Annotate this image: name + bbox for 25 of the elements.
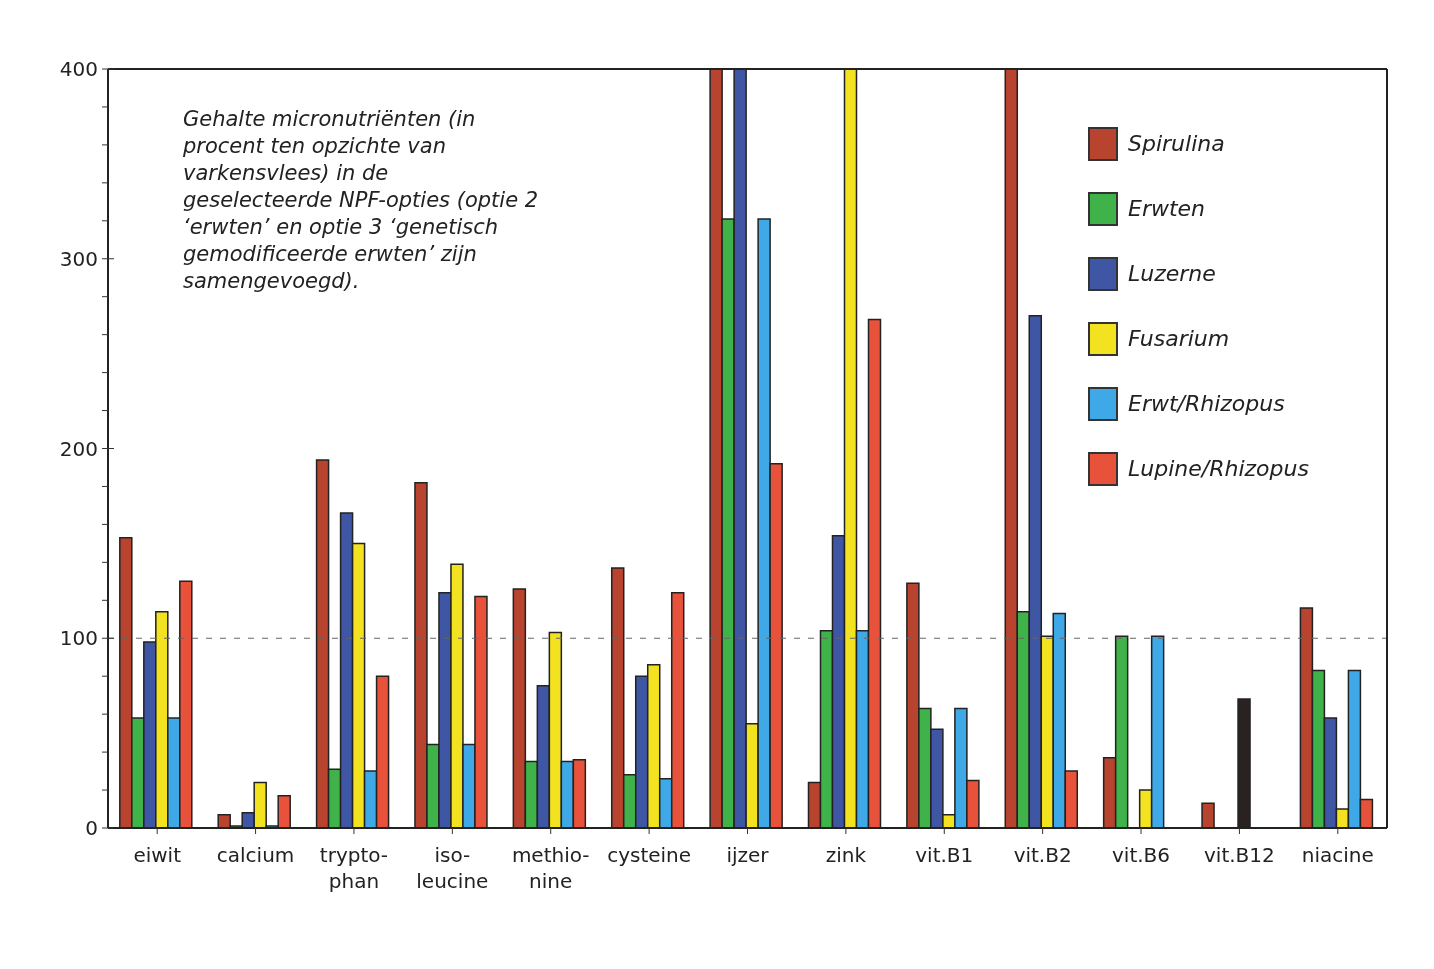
- x-tick-label: iso- leucine: [416, 843, 489, 893]
- y-tick-label: 300: [59, 246, 98, 271]
- legend-label: Fusarium: [1128, 326, 1230, 351]
- y-tick-label: 400: [59, 57, 98, 81]
- legend-label: Luzerne: [1128, 261, 1216, 286]
- x-tick-label: niacine: [1301, 843, 1374, 867]
- legend-label: Lupine/Rhizopus: [1128, 456, 1309, 481]
- legend-label: Erwten: [1128, 196, 1206, 221]
- legend-label: Erwt/Rhizopus: [1128, 391, 1285, 416]
- x-tick-label: vit.B2: [1013, 843, 1072, 867]
- x-tick-label: calcium: [216, 843, 295, 867]
- x-tick-label: zink: [825, 843, 867, 867]
- x-tick-label: vit.B12: [1204, 843, 1275, 867]
- legend-label: Spirulina: [1128, 131, 1225, 156]
- y-tick-label: 100: [59, 626, 98, 651]
- x-tick-label: ijzer: [726, 843, 770, 867]
- x-tick-label: vit.B6: [1112, 843, 1171, 867]
- x-tick-label: vit.B1: [915, 843, 974, 867]
- text: Gehalte micronutriënten (in procent ten opzichte van varkensvlees) in de geselecteerde NPF-opties (optie 2 ‘erwten’ en optie 3 ‘genetisch gemodificeerde erwten’ zijn samengevoegd).: [183, 106, 540, 295]
- x-tick-label: trypto- phan: [319, 843, 389, 893]
- x-tick-label: eiwit: [133, 843, 182, 867]
- y-tick-label: 0: [85, 816, 98, 840]
- x-tick-label: methio- nine: [511, 843, 590, 893]
- y-tick-label: 200: [59, 436, 98, 461]
- x-tick-label: cysteine: [607, 843, 692, 867]
